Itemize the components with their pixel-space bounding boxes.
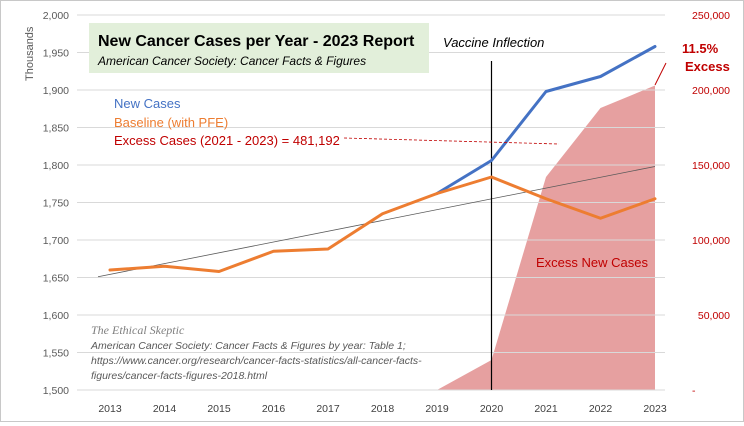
x-tick-label: 2021 (534, 403, 558, 415)
y-left-tick-label: 1,850 (43, 123, 69, 135)
y-left-tick-label: 1,950 (43, 48, 69, 60)
credit-line-2: https://www.cancer.org/research/cancer-f… (91, 355, 422, 367)
chart-title: New Cancer Cases per Year - 2023 Report (98, 33, 415, 50)
x-tick-label: 2018 (371, 403, 395, 415)
y-left-tick-label: 1,600 (43, 310, 69, 322)
y-right-tick-label: 100,000 (692, 235, 730, 247)
legend-new-cases: New Cases (114, 96, 181, 111)
y-axis-title: Thousands (24, 26, 36, 81)
y-left-tick-label: 1,550 (43, 348, 69, 360)
series-new-cases-line (435, 45, 657, 195)
credit-author: The Ethical Skeptic (91, 323, 185, 337)
y-right-tick-label: 200,000 (692, 85, 730, 97)
y-left-tick-label: 2,000 (43, 10, 69, 22)
x-tick-label: 2013 (98, 403, 122, 415)
y-left-tick-label: 1,750 (43, 198, 69, 210)
credit-line-1: American Cancer Society: Cancer Facts & … (90, 340, 406, 352)
legend-excess-cases: Excess Cases (2021 - 2023) = 481,192 (114, 133, 340, 148)
x-tick-label: 2023 (643, 403, 667, 415)
y-left-tick-label: 1,650 (43, 273, 69, 285)
trendline (97, 166, 656, 278)
excess-percent-label: 11.5% (682, 41, 719, 56)
y-right-tick-label: 50,000 (698, 310, 730, 322)
x-tick-label: 2016 (262, 403, 286, 415)
excess-area (399, 85, 655, 390)
y-right-tick-label: 150,000 (692, 160, 730, 172)
x-tick-label: 2020 (480, 403, 504, 415)
legend-baseline: Baseline (with PFE) (114, 115, 228, 130)
y-left-tick-label: 1,700 (43, 235, 69, 247)
x-tick-label: 2015 (207, 403, 231, 415)
y-left-tick-label: 1,800 (43, 160, 69, 172)
y-right-tick-label: - (692, 385, 696, 397)
excess-area-label: Excess New Cases (536, 255, 648, 270)
x-tick-label: 2019 (425, 403, 449, 415)
vaccine-inflection-label: Vaccine Inflection (443, 35, 544, 50)
series-baseline-line (108, 175, 657, 273)
y-left-tick-label: 1,900 (43, 85, 69, 97)
chart-subtitle: American Cancer Society: Cancer Facts & … (97, 54, 366, 68)
y-left-tick-label: 1,500 (43, 385, 69, 397)
y-right-tick-label: 250,000 (692, 10, 730, 22)
x-tick-label: 2022 (589, 403, 613, 415)
excess-percent-pointer (654, 62, 667, 86)
credit-line-3: figures/cancer-facts-figures-2018.html (91, 370, 268, 382)
title-box (89, 23, 429, 73)
x-tick-label: 2017 (316, 403, 340, 415)
x-tick-label: 2014 (153, 403, 177, 415)
legend-excess-leader-line (343, 137, 560, 145)
excess-word-label: Excess (685, 59, 730, 74)
